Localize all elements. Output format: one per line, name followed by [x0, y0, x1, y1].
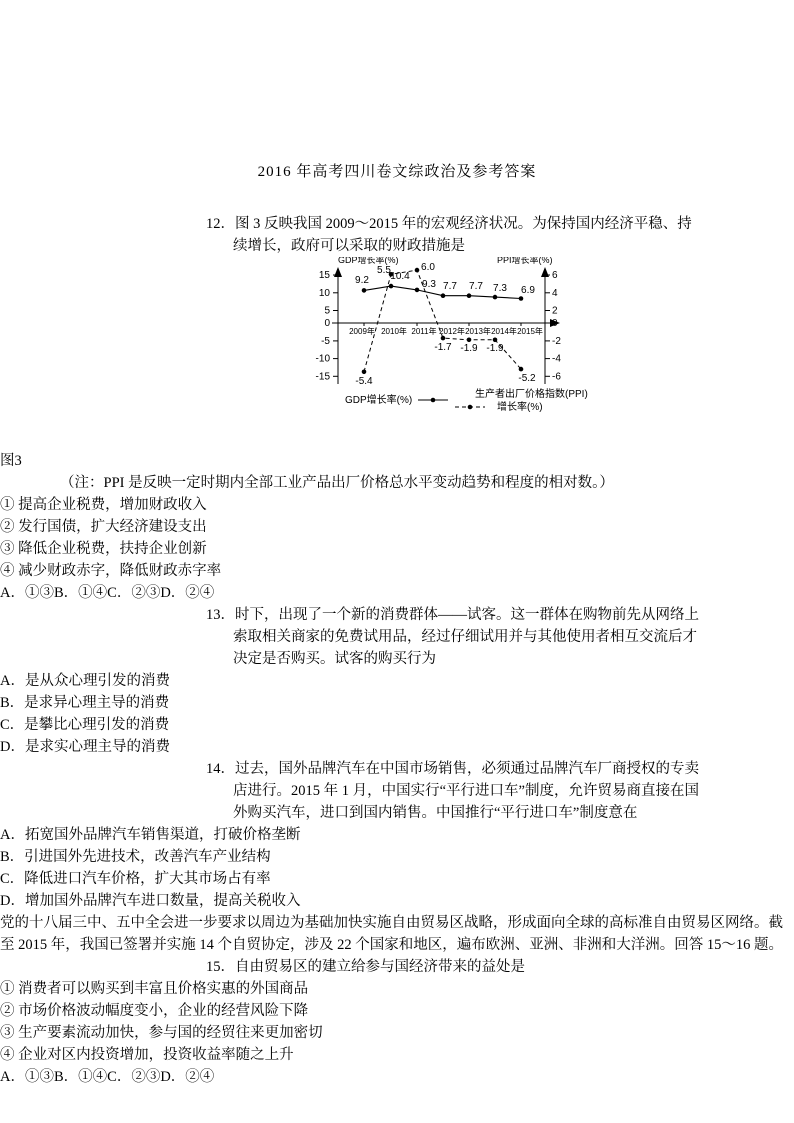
- svg-text:-10: -10: [316, 354, 331, 365]
- svg-text:2012年: 2012年: [439, 326, 465, 336]
- svg-text:7.7: 7.7: [469, 281, 483, 292]
- svg-text:6.9: 6.9: [521, 285, 535, 296]
- svg-text:10.4: 10.4: [390, 271, 410, 282]
- svg-text:-1.9: -1.9: [460, 343, 478, 354]
- svg-text:2014年: 2014年: [491, 326, 517, 336]
- svg-text:-1.9: -1.9: [486, 343, 504, 354]
- svg-text:GDP增长率(%): GDP增长率(%): [345, 393, 412, 406]
- svg-text:6: 6: [552, 270, 558, 281]
- svg-text:7.3: 7.3: [493, 283, 507, 294]
- svg-text:4: 4: [552, 288, 558, 299]
- svg-text:2013年: 2013年: [465, 326, 491, 336]
- svg-text:0: 0: [324, 318, 330, 329]
- svg-text:-2: -2: [552, 336, 561, 347]
- svg-text:2010年: 2010年: [381, 326, 407, 336]
- svg-text:6.0: 6.0: [421, 262, 435, 273]
- svg-text:-5.2: -5.2: [518, 373, 536, 384]
- svg-text:15: 15: [319, 270, 331, 281]
- svg-text:5.5: 5.5: [377, 265, 391, 276]
- svg-text:-15: -15: [316, 371, 331, 382]
- svg-text:2011年: 2011年: [411, 326, 436, 336]
- svg-text:GDP增长率(%): GDP增长率(%): [338, 257, 399, 265]
- svg-text:2015年: 2015年: [517, 326, 543, 336]
- svg-text:生产者出厂价格指数(PPI): 生产者出厂价格指数(PPI): [475, 387, 588, 400]
- svg-text:9.2: 9.2: [355, 275, 369, 286]
- svg-text:7.7: 7.7: [443, 281, 457, 292]
- svg-text:2: 2: [552, 306, 558, 317]
- svg-text:5: 5: [324, 306, 330, 317]
- svg-text:0: 0: [552, 318, 558, 329]
- svg-text:10: 10: [319, 288, 331, 299]
- svg-text:PPI增长率(%): PPI增长率(%): [497, 257, 553, 265]
- svg-text:-5: -5: [321, 336, 330, 347]
- svg-text:-1.7: -1.7: [434, 342, 452, 353]
- svg-text:2009年: 2009年: [349, 326, 375, 336]
- svg-text:-4: -4: [552, 354, 561, 365]
- svg-text:-5.4: -5.4: [355, 376, 373, 387]
- svg-text:增长率(%): 增长率(%): [497, 400, 543, 413]
- svg-text:-6: -6: [552, 371, 561, 382]
